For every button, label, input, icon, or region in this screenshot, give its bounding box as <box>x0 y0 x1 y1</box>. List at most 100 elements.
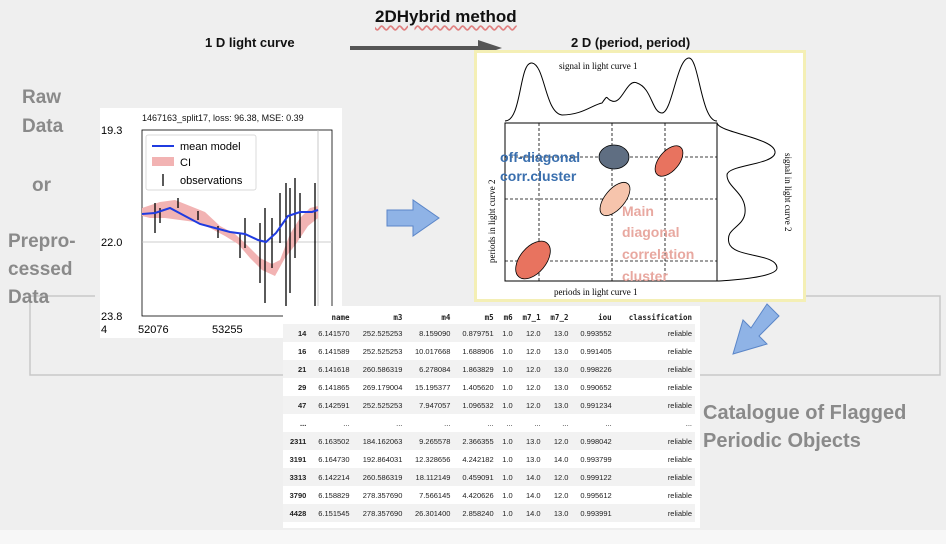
legend-obs: observations <box>180 175 243 187</box>
table-cell: 1.863829 <box>453 360 497 378</box>
table-cell: 1.0 <box>502 454 513 464</box>
table-cell: 192.864031 <box>362 454 403 464</box>
table-row: 3191 6.164730 192.864031 12.328656 4.242182 1… <box>283 450 695 468</box>
cluster-diag-low <box>515 240 551 280</box>
catalogue-line-2: Periodic Objects <box>703 430 861 452</box>
table-cell: 12.0 <box>515 396 544 414</box>
table-cell: 184.162063 <box>352 432 406 450</box>
legend-ci: CI <box>180 157 191 169</box>
table-cell: 6.158829 <box>318 490 350 500</box>
table-cell: ... <box>506 418 513 428</box>
table-row: 29 6.141865 269.179004 15.195377 1.405620 1.0… <box>283 378 695 396</box>
row-index: 16 <box>297 346 307 356</box>
xtick-2: 53255 <box>212 324 243 336</box>
xtick-fragment: 4 <box>101 324 107 336</box>
table-cell: 6.163502 <box>309 432 353 450</box>
table-cell: 6.278084 <box>405 360 454 378</box>
column-header: m7_2 <box>550 312 569 322</box>
table-cell: reliable <box>614 396 695 414</box>
offdiag-cluster-label: off-diagonal corr.cluster <box>500 149 581 184</box>
table-cell: 0.993991 <box>571 504 615 522</box>
table-cell: ... <box>444 418 451 428</box>
mean-model-line <box>141 206 319 244</box>
table-cell: 6.141865 <box>318 382 350 392</box>
ytick-bottom: 23.8 <box>101 311 122 323</box>
table-cell: 252.525253 <box>362 346 403 356</box>
table-cell: reliable <box>614 324 695 342</box>
table-cell: 0.459091 <box>453 468 497 486</box>
table-cell: reliable <box>667 382 692 392</box>
table-cell: 12.0 <box>543 432 572 450</box>
table-cell: 0.990652 <box>580 382 612 392</box>
top-marginal-curve <box>504 57 718 122</box>
main-diag-label-1: Main <box>622 203 654 219</box>
table-header: name m3 m4 m5 m6 m7_1 m7_2 iou classification <box>283 310 695 324</box>
table-cell: reliable <box>667 454 692 464</box>
table-row: 14 6.141570 252.525253 8.159090 0.879751 1.0 1… <box>283 324 695 342</box>
table-cell: 0.879751 <box>453 324 497 342</box>
table-cell: ... <box>487 418 494 428</box>
table-cell: 15.195377 <box>414 382 451 392</box>
table-cell: reliable <box>667 346 692 356</box>
results-table: name m3 m4 m5 m6 m7_1 m7_2 iou classification 14… <box>283 310 695 522</box>
table-cell: reliable <box>667 490 692 500</box>
lightcurve-title: 1467163_split17, loss: 96.38, MSE: 0.39 <box>142 113 304 123</box>
main-diag-label-2: diagonal <box>622 224 680 240</box>
table-cell: 6.151545 <box>309 504 353 522</box>
table-cell: 252.525253 <box>352 396 406 414</box>
row-index: 21 <box>283 360 310 378</box>
table-cell: 1.0 <box>496 432 516 450</box>
table-cell: 0.999122 <box>571 468 615 486</box>
table-row: 4428 6.151545 278.357690 26.301400 2.858240 1… <box>283 504 695 522</box>
table-cell: ... <box>396 418 403 428</box>
row-index: 4428 <box>283 504 310 522</box>
label-or: or <box>32 175 51 196</box>
table-cell: 1.688906 <box>462 346 494 356</box>
table-cell: 1.0 <box>496 504 516 522</box>
table-cell: 13.0 <box>553 346 569 356</box>
label-data-2: Data <box>8 287 50 308</box>
row-index: 29 <box>297 382 307 392</box>
row-index: 3790 <box>289 490 307 500</box>
table-cell: 12.328656 <box>414 454 451 464</box>
table-cell: ... <box>562 418 569 428</box>
table-cell: 0.995612 <box>580 490 612 500</box>
column-header: name <box>331 312 350 322</box>
right-marginal-curve <box>716 122 778 282</box>
hybrid-panel: signal in light curve 1 signal in light … <box>474 50 806 302</box>
column-header: classification <box>628 312 692 322</box>
table-cell: 12.0 <box>515 324 544 342</box>
table-cell: ... <box>685 418 692 428</box>
table-row: 3790 6.158829 278.357690 7.566145 4.420626 1.… <box>283 486 695 504</box>
table-row: 21 6.141618 260.586319 6.278084 1.863829 1.0 1… <box>283 360 695 378</box>
table-cell: 2.366355 <box>453 432 497 450</box>
table-cell: 4.242182 <box>462 454 494 464</box>
table-cell: 12.0 <box>543 468 572 486</box>
method-title: 2DHybrid method <box>375 7 517 26</box>
table-cell: 10.017668 <box>414 346 451 356</box>
table-cell: 6.141570 <box>309 324 353 342</box>
table-cell: 0.993552 <box>571 324 615 342</box>
label-prepro: Prepro- <box>8 231 76 252</box>
table-cell: 0.991234 <box>571 396 615 414</box>
top-signal-label: signal in light curve 1 <box>559 61 638 71</box>
main-diag-label-4: cluster <box>622 268 668 284</box>
table-cell: 0.998042 <box>571 432 615 450</box>
table-cell: 8.159090 <box>405 324 454 342</box>
table-cell: 13.0 <box>543 504 572 522</box>
table-cell: 13.0 <box>543 324 572 342</box>
table-cell: 14.0 <box>515 468 544 486</box>
cluster-offdiag-dark <box>598 144 630 170</box>
bottom-period-label: periods in light curve 1 <box>554 287 637 297</box>
table-cell: 12.0 <box>553 490 569 500</box>
table-cell: 6.141589 <box>318 346 350 356</box>
table-cell: 14.0 <box>515 504 544 522</box>
column-header: m3 <box>393 312 403 322</box>
table-cell: reliable <box>614 432 695 450</box>
catalogue-line-1: Catalogue of Flagged <box>703 402 907 424</box>
ci-band <box>142 200 318 276</box>
row-index: 47 <box>283 396 310 414</box>
cluster-diag-mid <box>599 181 631 217</box>
blue-arrow-right <box>386 199 440 237</box>
